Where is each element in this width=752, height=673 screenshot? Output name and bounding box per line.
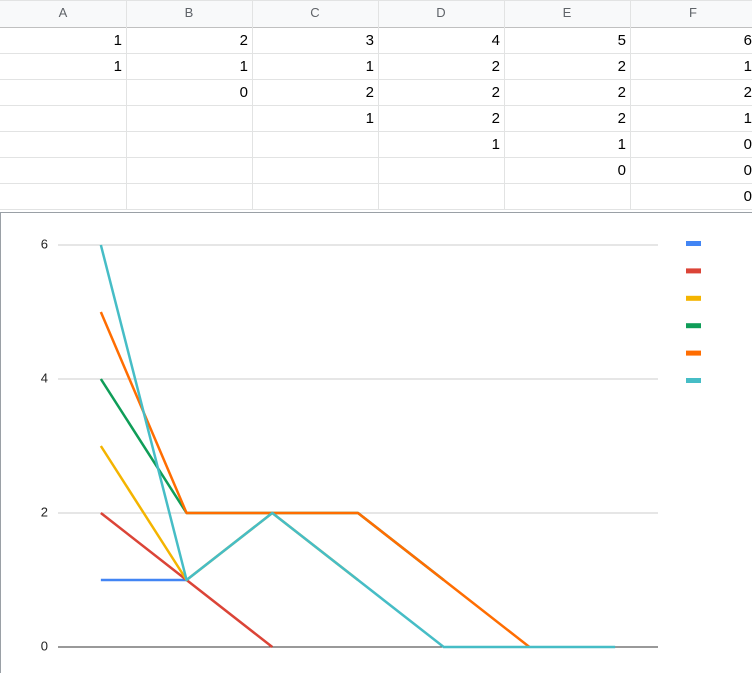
chart: 0 2 4 6 bbox=[41, 236, 701, 653]
y-tick-label: 6 bbox=[41, 236, 48, 251]
cell: 1 bbox=[114, 32, 122, 49]
cell: 1 bbox=[366, 58, 374, 75]
cell: 2 bbox=[618, 84, 626, 101]
legend-swatch bbox=[686, 378, 701, 383]
column-header: E bbox=[563, 5, 572, 20]
chart-frame bbox=[0, 212, 752, 673]
series-line bbox=[99, 311, 531, 648]
y-tick-label: 4 bbox=[41, 370, 48, 385]
cell: 5 bbox=[618, 32, 626, 49]
legend-swatch bbox=[686, 350, 701, 356]
cell: 1 bbox=[744, 110, 752, 127]
cell: 2 bbox=[618, 58, 626, 75]
cell: 2 bbox=[366, 84, 374, 101]
cell: 6 bbox=[744, 32, 752, 49]
column-header: F bbox=[689, 5, 697, 20]
column-header: C bbox=[310, 5, 319, 20]
cell: 0 bbox=[618, 162, 626, 179]
cell: 2 bbox=[744, 84, 752, 101]
cell: 1 bbox=[618, 136, 626, 153]
cell: 2 bbox=[492, 84, 500, 101]
y-tick-label: 2 bbox=[41, 504, 48, 519]
cell: 1 bbox=[114, 58, 122, 75]
sheet-grid: A B C D E F 1 2 3 4 5 6 1 1 1 2 2 1 0 2 2 2 2 1 2 2 1 1 1 0 0 0 0 bbox=[0, 0, 752, 210]
column-header: D bbox=[436, 5, 445, 20]
column-header: A bbox=[59, 5, 68, 20]
cell: 2 bbox=[492, 58, 500, 75]
cell: 2 bbox=[492, 110, 500, 127]
legend-swatch bbox=[686, 241, 701, 246]
cell: 1 bbox=[492, 136, 500, 153]
cell: 1 bbox=[240, 58, 248, 75]
cell: 2 bbox=[240, 32, 248, 49]
cell: 2 bbox=[618, 110, 626, 127]
cell: 0 bbox=[744, 136, 752, 153]
cell: 0 bbox=[240, 84, 248, 101]
series-line bbox=[99, 244, 616, 649]
legend-swatch bbox=[686, 323, 701, 329]
column-header: B bbox=[185, 5, 194, 20]
cell: 1 bbox=[366, 110, 374, 127]
legend-swatch bbox=[686, 268, 701, 274]
cell: 3 bbox=[366, 32, 374, 49]
legend-swatch bbox=[686, 295, 701, 301]
cell: 1 bbox=[744, 58, 752, 75]
cell: 0 bbox=[744, 188, 752, 205]
cell: 4 bbox=[492, 32, 500, 49]
cell: 0 bbox=[744, 162, 752, 179]
y-tick-label: 0 bbox=[41, 638, 48, 653]
column-header-bar bbox=[0, 0, 752, 27]
